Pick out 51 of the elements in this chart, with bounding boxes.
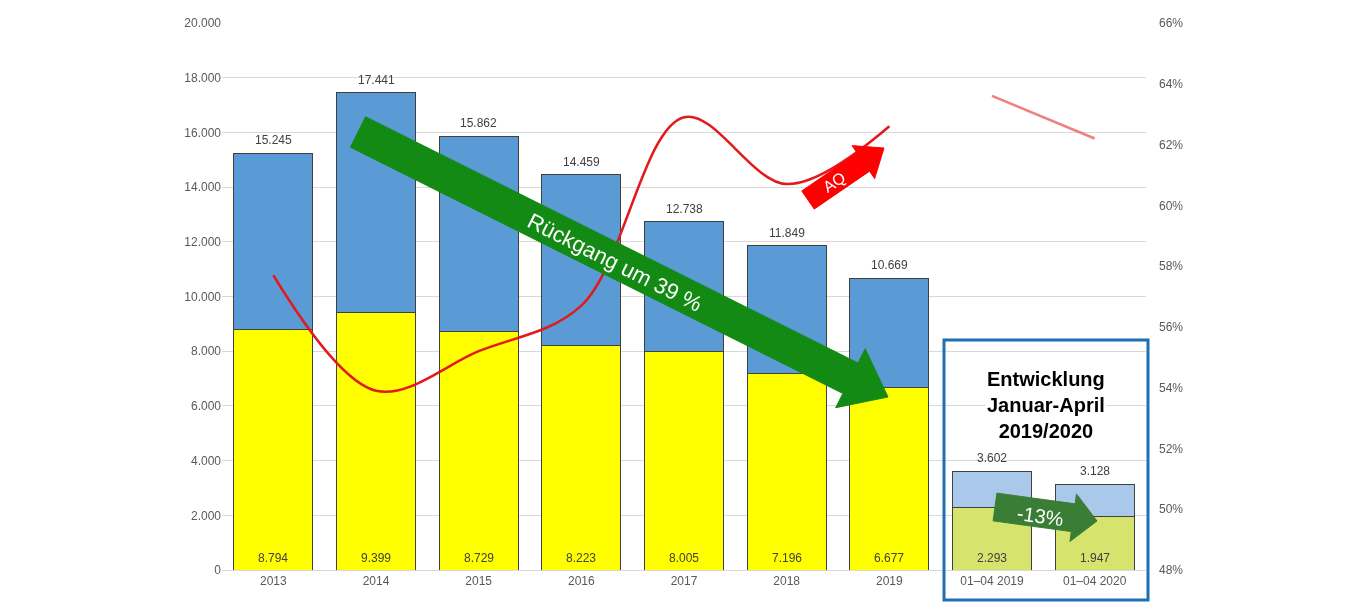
annotation: Entwicklung Januar-April 2019/2020 <box>987 368 1105 442</box>
data-label: 8.223 <box>566 551 597 565</box>
y2-tick-label: 56% <box>1159 320 1184 335</box>
data-label: 2.293 <box>977 551 1008 565</box>
total-label: 17.441 <box>358 73 396 87</box>
data-label: 7.196 <box>772 551 803 565</box>
total-label: 10.669 <box>871 258 909 272</box>
annotation: AQ <box>819 168 849 196</box>
total-label: 3.602 <box>977 451 1008 465</box>
data-label: 6.677 <box>874 551 905 565</box>
y-tick-label: 16.000 <box>184 125 222 140</box>
y2-tick-label: 64% <box>1159 76 1184 91</box>
y2-tick-label: 66% <box>1159 16 1184 31</box>
x-tick-label: 01–04 2019 <box>960 574 1025 589</box>
y-tick-label: 0 <box>214 563 222 578</box>
x-tick-label: 2013 <box>259 574 287 589</box>
data-label: 8.729 <box>464 551 495 565</box>
x-tick-label: 2019 <box>875 574 903 589</box>
y-tick-label: 14.000 <box>184 180 222 195</box>
total-label: 11.849 <box>769 226 806 240</box>
y2-tick-label: 50% <box>1159 502 1184 517</box>
y2-tick-label: 52% <box>1159 441 1184 456</box>
total-label: 12.738 <box>666 202 704 216</box>
data-label: 1.947 <box>1080 551 1111 565</box>
x-tick-label: 01–04 2020 <box>1062 574 1127 589</box>
total-label: 14.459 <box>563 155 601 169</box>
annotation: -13% <box>1015 501 1066 531</box>
y-tick-label: 8.000 <box>190 344 222 359</box>
y2-tick-label: 58% <box>1159 259 1184 274</box>
y-tick-label: 6.000 <box>190 399 222 414</box>
x-tick-label: 2014 <box>362 574 390 589</box>
y-tick-label: 4.000 <box>190 453 222 468</box>
data-label: 9.399 <box>361 551 392 565</box>
data-label: 8.794 <box>258 551 289 565</box>
total-label: 15.245 <box>255 133 293 147</box>
y-tick-label: 2.000 <box>190 508 222 523</box>
y-tick-label: 20.000 <box>184 16 222 31</box>
y-tick-label: 10.000 <box>184 289 222 304</box>
total-label: 3.128 <box>1080 464 1111 478</box>
x-tick-label: 2015 <box>465 574 493 589</box>
y2-tick-label: 62% <box>1159 137 1184 152</box>
y-tick-label: 12.000 <box>184 235 222 249</box>
y-tick-label: 18.000 <box>184 70 222 85</box>
y2-tick-label: 54% <box>1159 380 1184 395</box>
y2-tick-label: 48% <box>1159 563 1184 578</box>
x-tick-label: 2018 <box>773 574 801 589</box>
x-tick-label: 2017 <box>670 574 698 589</box>
y2-tick-label: 60% <box>1159 198 1184 213</box>
x-tick-label: 2016 <box>567 574 595 589</box>
total-label: 15.862 <box>460 116 498 130</box>
data-label: 8.005 <box>669 551 700 565</box>
